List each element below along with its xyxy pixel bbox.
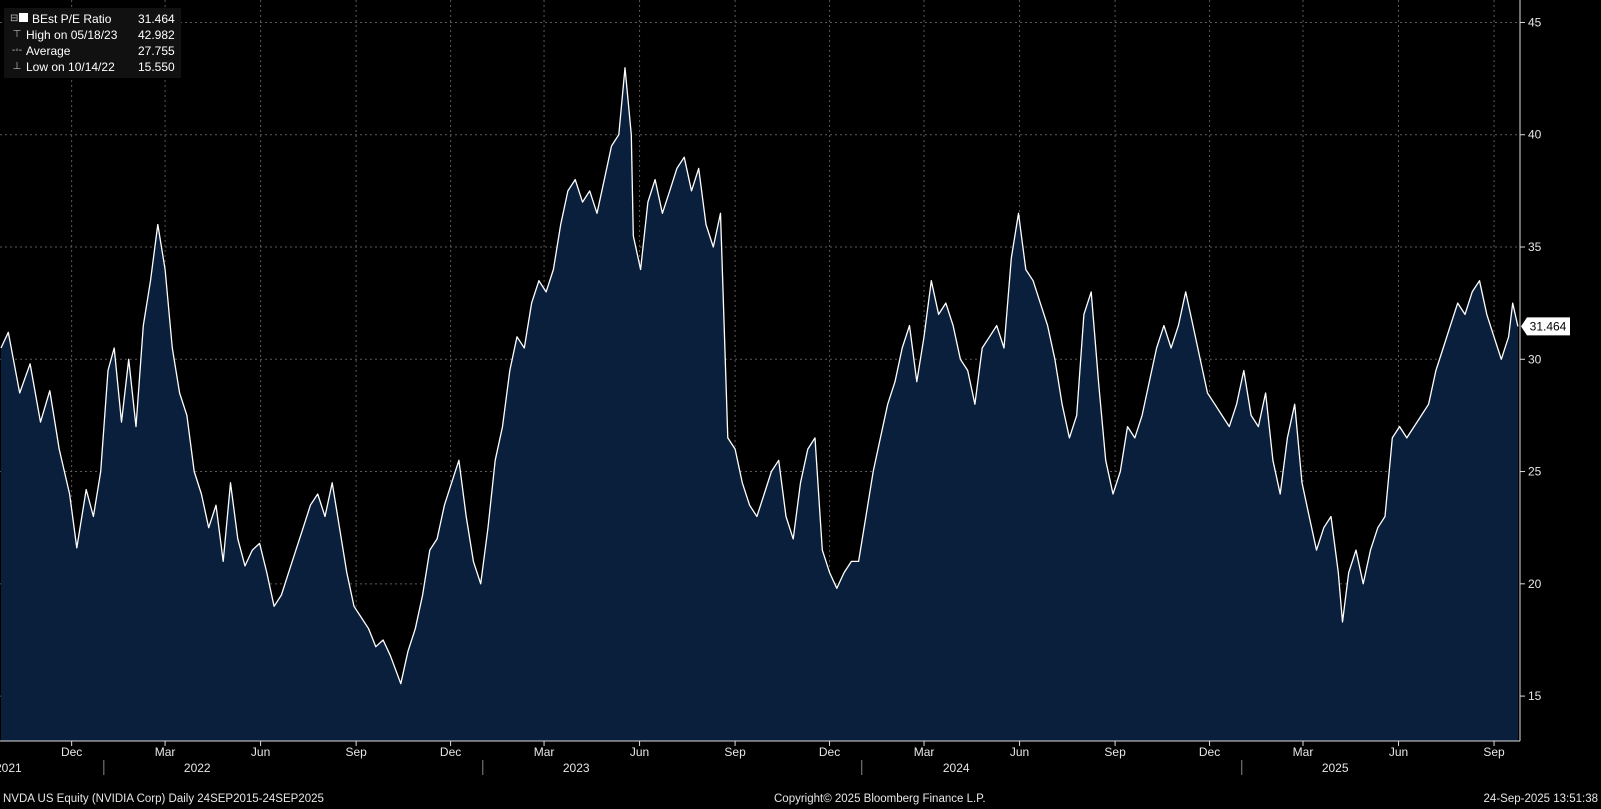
- legend-box: ⊟ BEst P/E Ratio 31.464 ⊤ High on 05/18/…: [4, 8, 181, 78]
- x-month-label: Dec: [819, 745, 840, 759]
- legend-low-label: Low on 10/14/22: [26, 60, 115, 74]
- pe-area-fill: [1, 67, 1518, 742]
- y-tick-label: 35: [1528, 240, 1542, 254]
- legend-row-series: ⊟ BEst P/E Ratio 31.464: [10, 11, 175, 27]
- y-tick-label: 25: [1528, 465, 1542, 479]
- footer-timestamp: 24-Sep-2025 13:51:38: [1483, 793, 1598, 805]
- footer-security-info: NVDA US Equity (NVIDIA Corp) Daily 24SEP…: [3, 793, 324, 805]
- legend-row-average: -◦- Average 27.755: [10, 43, 175, 59]
- high-marker-icon: ⊤: [12, 29, 22, 40]
- x-month-label: Jun: [630, 745, 649, 759]
- legend-row-low: ⊥ Low on 10/14/22 15.550: [10, 59, 175, 75]
- legend-row-high: ⊤ High on 05/18/23 42.982: [10, 27, 175, 43]
- last-value-tag-layer: 31.464: [1521, 317, 1570, 336]
- y-tick-label: 30: [1528, 352, 1542, 366]
- pe-series-line: [0, 67, 1519, 685]
- average-marker-icon: -◦-: [11, 45, 23, 56]
- x-month-label: Sep: [724, 745, 746, 759]
- x-year-label: 2022: [184, 761, 211, 775]
- x-month-label: Jun: [1010, 745, 1029, 759]
- x-month-label: Jun: [1389, 745, 1408, 759]
- legend-average-label: Average: [26, 44, 71, 58]
- x-year-label: 2023: [563, 761, 590, 775]
- footer-copyright: Copyright© 2025 Bloomberg Finance L.P.: [774, 793, 986, 805]
- x-year-label: 2025: [1322, 761, 1349, 775]
- y-tick-label: 40: [1528, 128, 1542, 142]
- x-month-label: Sep: [1483, 745, 1505, 759]
- x-month-label: Dec: [61, 745, 82, 759]
- x-year-label: 2024: [943, 761, 970, 775]
- x-month-label: Mar: [155, 745, 176, 759]
- legend-high-label: High on 05/18/23: [26, 28, 118, 42]
- legend-average-value: 27.755: [138, 44, 175, 58]
- y-tick-label: 20: [1528, 577, 1542, 591]
- x-month-label: Dec: [440, 745, 461, 759]
- x-month-label: Sep: [345, 745, 367, 759]
- x-year-label: 2021: [0, 761, 22, 775]
- x-month-label: Dec: [1199, 745, 1220, 759]
- y-tick-label: 15: [1528, 689, 1542, 703]
- low-marker-icon: ⊥: [12, 61, 22, 72]
- legend-high-value: 42.982: [138, 28, 175, 42]
- y-tick-label: 45: [1528, 15, 1542, 29]
- last-value-tag-box: [1521, 317, 1570, 336]
- legend-series-value: 31.464: [138, 12, 175, 26]
- legend-series-label: BEst P/E Ratio: [32, 12, 112, 26]
- legend-low-value: 15.550: [138, 60, 175, 74]
- x-month-label: Mar: [534, 745, 555, 759]
- x-month-label: Mar: [914, 745, 935, 759]
- x-month-label: Sep: [1104, 745, 1126, 759]
- series-square-icon: ⊟: [10, 11, 29, 27]
- last-value-tag-text: 31.464: [1530, 319, 1567, 333]
- x-month-label: Mar: [1293, 745, 1314, 759]
- x-month-label: Jun: [251, 745, 270, 759]
